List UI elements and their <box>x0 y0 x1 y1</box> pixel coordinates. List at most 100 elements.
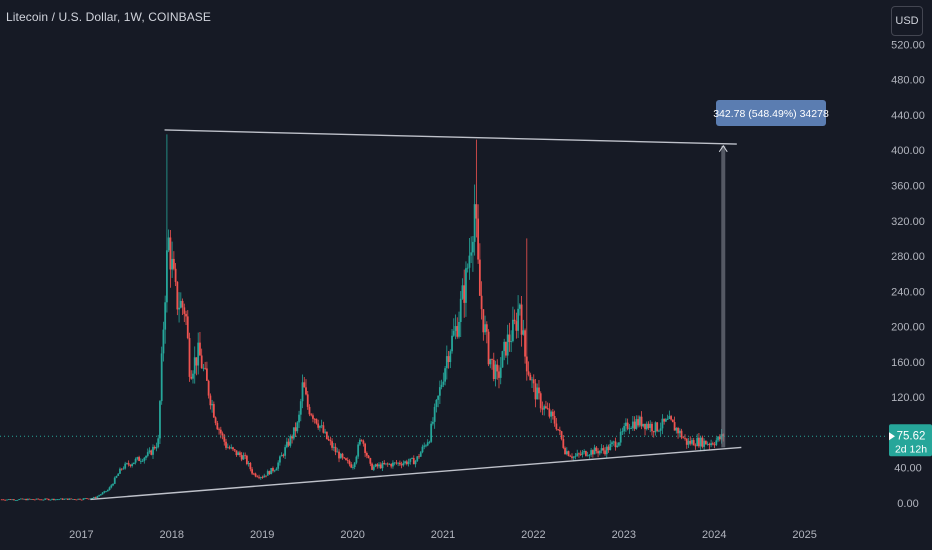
candle-body <box>265 475 267 477</box>
candle-body <box>190 376 193 379</box>
candle-body <box>590 450 593 455</box>
candle-body <box>298 414 300 423</box>
candle-body <box>237 452 240 456</box>
candle-body <box>164 302 167 330</box>
y-tick-label: 360.00 <box>891 180 925 192</box>
candle-body <box>543 406 546 410</box>
candle-body <box>285 441 288 448</box>
candle-body <box>673 422 676 431</box>
candle-body <box>487 331 490 365</box>
candle-body <box>388 464 391 465</box>
candle-body <box>171 258 174 270</box>
chart-title: Litecoin / U.S. Dollar, 1W, COINBASE <box>6 10 212 24</box>
candle-body <box>70 498 73 500</box>
candle-body <box>172 258 175 269</box>
candle-body <box>664 419 667 422</box>
candle-body <box>327 439 330 441</box>
candle-body <box>233 449 236 451</box>
candle-body <box>699 437 702 447</box>
candle-body <box>193 357 196 374</box>
measure-label-text: 342.78 (548.49%) 34278 <box>713 108 829 120</box>
candle-body <box>207 380 210 396</box>
candle-body <box>96 496 99 498</box>
candle-body <box>106 490 109 492</box>
candle-body <box>652 431 655 433</box>
candle-body <box>694 445 697 447</box>
candle-body <box>284 447 287 456</box>
candle-body <box>524 330 526 357</box>
candle-body <box>409 458 412 462</box>
candle-body <box>374 464 377 467</box>
candle-body <box>628 428 631 430</box>
candle-body <box>129 464 132 466</box>
candle-body <box>167 237 170 251</box>
candle-body <box>404 461 406 464</box>
candle-body <box>393 462 396 464</box>
candle-body <box>108 487 111 491</box>
candle-body <box>105 491 107 493</box>
candle-body <box>143 457 146 461</box>
candle-body <box>65 498 67 500</box>
candle-body <box>174 268 177 282</box>
candle-body <box>44 498 47 500</box>
candle-body <box>425 445 427 447</box>
candle-body <box>56 499 59 501</box>
candle-body <box>322 425 325 433</box>
candle-body <box>242 455 245 460</box>
candle-body <box>576 453 579 456</box>
candle-body <box>614 441 617 448</box>
candle-body <box>649 423 652 429</box>
candle-body <box>334 446 337 453</box>
currency-button[interactable]: USD <box>891 6 923 36</box>
candle-body <box>468 255 471 268</box>
x-tick-label: 2021 <box>431 529 455 541</box>
y-tick-label: 0.00 <box>897 498 918 510</box>
candle-body <box>604 450 606 455</box>
candle-body <box>244 455 247 457</box>
candle-body <box>166 250 168 303</box>
candle-body <box>9 499 12 500</box>
candle-body <box>644 423 646 430</box>
price-label-box <box>889 424 932 457</box>
candle-body <box>192 373 194 379</box>
candle-body <box>301 382 304 402</box>
candle-body <box>418 456 420 458</box>
candle-body <box>684 437 686 439</box>
candle-body <box>152 446 154 455</box>
lower-trendline <box>90 446 742 501</box>
candle-body <box>117 473 120 476</box>
candle-body <box>32 499 34 500</box>
candle-body <box>26 498 29 501</box>
candle-body <box>68 498 71 500</box>
candle-body <box>685 438 688 445</box>
y-tick-label: 120.00 <box>891 392 925 404</box>
candle-body <box>583 451 586 453</box>
candle-body <box>223 435 226 442</box>
candle-body <box>367 455 370 459</box>
candle-body <box>666 418 669 420</box>
candle-body <box>197 342 200 366</box>
candle-body <box>46 498 48 500</box>
candle-body <box>390 464 393 467</box>
candles-layer <box>0 134 725 501</box>
candle-body <box>616 445 619 448</box>
candle-body <box>513 319 516 322</box>
candle-body <box>155 446 158 449</box>
candle-body <box>520 304 523 335</box>
x-tick-label: 2024 <box>702 529 726 541</box>
candle-body <box>501 351 504 368</box>
candle-body <box>661 418 664 429</box>
candle-body <box>101 492 104 495</box>
candle-body <box>115 475 118 478</box>
candle-body <box>635 419 638 429</box>
x-tick-label: 2022 <box>521 529 545 541</box>
candle-body <box>527 371 530 375</box>
candle-body <box>696 437 699 446</box>
candle-body <box>39 499 41 501</box>
candle-body <box>402 463 405 466</box>
candle-body <box>489 358 492 365</box>
candle-body <box>199 342 201 356</box>
candle-body <box>381 462 384 469</box>
candle-body <box>145 455 147 458</box>
